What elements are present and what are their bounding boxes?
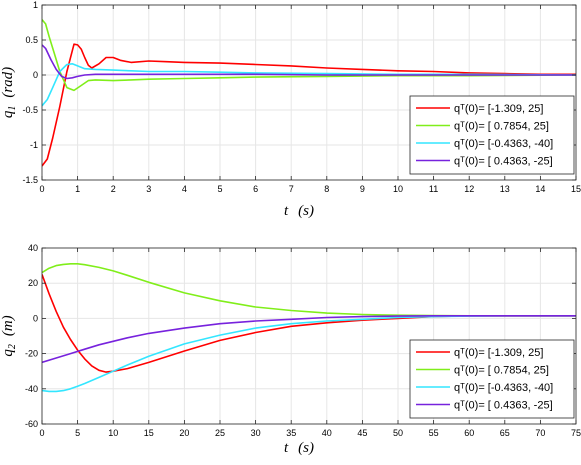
y-axis-label-var: q xyxy=(0,349,16,357)
y-tick-label: 40 xyxy=(28,243,38,253)
x-tick-label: 75 xyxy=(571,428,581,438)
x-tick-label: 10 xyxy=(108,428,118,438)
series-line-3 xyxy=(42,62,576,107)
x-axis-label-var: t xyxy=(284,440,289,456)
x-tick-label: 5 xyxy=(75,428,80,438)
y-tick-label: 0.5 xyxy=(25,35,38,45)
legend-entry-2: qᵀ(0)= [ 0.7854, 25] xyxy=(454,365,549,377)
x-tick-label: 14 xyxy=(535,184,545,194)
x-tick-label: 60 xyxy=(464,428,474,438)
series-line-1 xyxy=(42,43,576,167)
x-tick-label: 35 xyxy=(286,428,296,438)
x-tick-label: 10 xyxy=(393,184,403,194)
x-tick-label: 70 xyxy=(535,428,545,438)
y-tick-label: 1 xyxy=(33,0,38,10)
legend-entry-3: qᵀ(0)= [-0.4363, -40] xyxy=(454,138,553,150)
x-tick-label: 0 xyxy=(39,184,44,194)
x-tick-label: 4 xyxy=(182,184,187,194)
y-tick-label: -1 xyxy=(30,140,38,150)
x-axis-label: t (s) xyxy=(284,440,314,456)
x-tick-label: 45 xyxy=(357,428,367,438)
x-axis-label-var: t xyxy=(284,203,289,219)
y-axis-label: q1 (rad) xyxy=(0,67,18,118)
series-line-4 xyxy=(42,44,576,80)
y-axis-label-sub: 2 xyxy=(7,344,18,349)
x-tick-label: 8 xyxy=(324,184,329,194)
series-line-2 xyxy=(42,19,576,92)
y-tick-label: -1.5 xyxy=(22,175,38,185)
x-tick-label: 50 xyxy=(393,428,403,438)
legend: qᵀ(0)= [-1.309, 25] qᵀ(0)= [ 0.7854, 25] q… xyxy=(409,95,575,175)
x-tick-label: 5 xyxy=(217,184,222,194)
chart-2: 0 5 10 15 20 25 30 35 40 45 50 55 60 65 70 75 -60 -40 -20 0… xyxy=(0,243,581,456)
x-tick-label: 15 xyxy=(144,428,154,438)
y-tick-label: 0 xyxy=(33,70,38,80)
y-tick-label: -40 xyxy=(25,384,38,394)
x-tick-label: 40 xyxy=(322,428,332,438)
x-tick-label: 20 xyxy=(179,428,189,438)
x-tick-label: 1 xyxy=(75,184,80,194)
legend: qᵀ(0)= [-1.309, 25] qᵀ(0)= [ 0.7854, 25] q… xyxy=(409,339,575,419)
x-tick-label: 7 xyxy=(289,184,294,194)
x-tick-label: 12 xyxy=(464,184,474,194)
axes-box xyxy=(41,4,577,181)
x-tick-label: 6 xyxy=(253,184,258,194)
x-tick-label: 65 xyxy=(500,428,510,438)
x-tick-label: 30 xyxy=(251,428,261,438)
x-axis-label-unit: (s) xyxy=(298,440,314,456)
series-line-4 xyxy=(42,314,576,364)
x-tick-label: 9 xyxy=(360,184,365,194)
y-axis-label-sub: 1 xyxy=(7,106,18,111)
legend-entry-1: qᵀ(0)= [-1.309, 25] xyxy=(454,347,543,359)
y-tick-label: -20 xyxy=(25,349,38,359)
legend-entry-2: qᵀ(0)= [ 0.7854, 25] xyxy=(454,121,549,133)
x-tick-label: 11 xyxy=(429,184,438,194)
x-tick-label: 2 xyxy=(111,184,116,194)
y-axis-label: q2 (m) xyxy=(0,315,18,356)
y-tick-label: -60 xyxy=(25,419,38,429)
legend-entry-4: qᵀ(0)= [ 0.4363, -25] xyxy=(454,400,553,412)
x-tick-label: 0 xyxy=(39,428,44,438)
y-axis-label-unit: (rad) xyxy=(0,67,16,98)
axes-box xyxy=(41,247,577,425)
x-tick-label: 3 xyxy=(146,184,151,194)
y-axis-label-unit: (m) xyxy=(0,315,16,336)
y-tick-label: 0 xyxy=(33,313,38,323)
y-tick-label: -0.5 xyxy=(22,105,38,115)
x-tick-label: 15 xyxy=(571,184,581,194)
x-axis-label: t (s) xyxy=(284,203,314,219)
y-tick-label: 20 xyxy=(28,278,38,288)
y-axis-label-var: q xyxy=(0,110,16,118)
legend-entry-3: qᵀ(0)= [-0.4363, -40] xyxy=(454,382,553,394)
legend-entry-4: qᵀ(0)= [ 0.4363, -25] xyxy=(454,156,553,168)
legend-entry-1: qᵀ(0)= [-1.309, 25] xyxy=(454,103,543,115)
x-tick-label: 25 xyxy=(215,428,225,438)
chart-1: 0 1 2 3 4 5 6 7 8 9 10 11 12 13 14 15-1.5-1-0.500.51t (s… xyxy=(0,0,581,219)
series-line-2 xyxy=(42,262,576,317)
x-tick-label: 13 xyxy=(500,184,510,194)
x-axis-label-unit: (s) xyxy=(298,203,314,219)
x-tick-label: 55 xyxy=(429,428,439,438)
